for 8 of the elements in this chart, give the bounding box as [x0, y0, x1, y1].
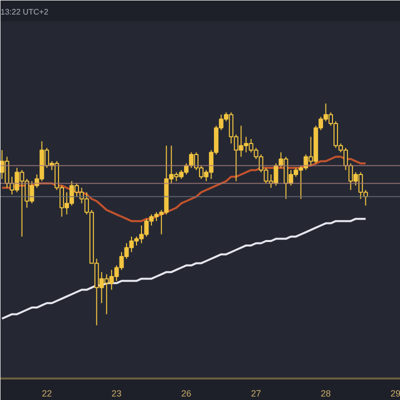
x-tick-label: 27: [251, 388, 262, 398]
x-tick-label: 23: [112, 388, 122, 398]
x-tick-label: 26: [181, 388, 192, 398]
candlestick: [4, 156, 10, 188]
x-tick-label: 28: [320, 388, 331, 398]
text: 13:22 UTC+2: [0, 8, 49, 16]
x-tick-label: 22: [42, 388, 52, 398]
x-tick-label: 29: [390, 388, 400, 398]
